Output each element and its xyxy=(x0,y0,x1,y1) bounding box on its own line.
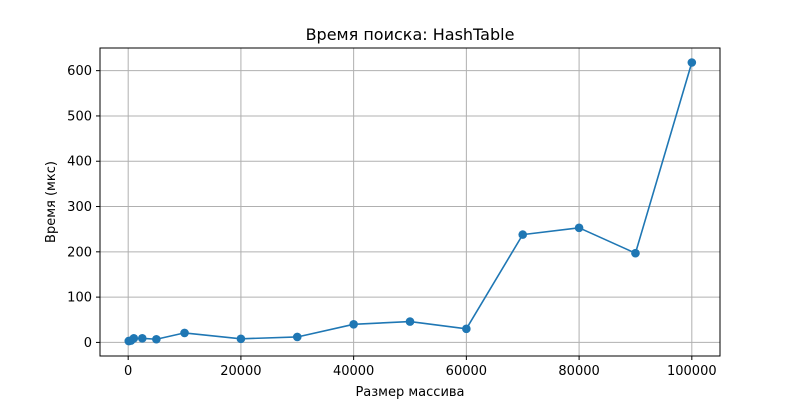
plot-frame xyxy=(99,47,721,357)
data-point xyxy=(137,334,147,343)
data-point xyxy=(574,223,584,233)
grid xyxy=(100,48,720,356)
y-tick-label: 200 xyxy=(67,245,92,260)
data-point xyxy=(405,317,415,326)
data-point xyxy=(129,334,139,343)
data-point xyxy=(349,319,358,329)
x-tick-label: 80000 xyxy=(558,364,599,379)
x-tick-label: 0 xyxy=(124,364,132,379)
data-point xyxy=(236,334,246,344)
data-point xyxy=(462,324,471,334)
data-point xyxy=(152,334,161,344)
data-point xyxy=(292,332,302,342)
ticks: 0 20000 40000 60000 80000 100000 0 100 200 300 400… xyxy=(67,64,716,379)
series-layer xyxy=(124,58,697,346)
y-tick-label: 300 xyxy=(67,200,92,215)
y-axis-label: Время (мкс) xyxy=(44,161,59,243)
y-tick-label: 100 xyxy=(67,291,92,306)
x-tick-label: 40000 xyxy=(333,364,374,379)
x-tick-label: 20000 xyxy=(220,364,261,379)
chart-title: Время поиска: HashTable xyxy=(306,25,515,44)
data-point xyxy=(180,328,189,338)
y-tick-label: 500 xyxy=(67,109,92,124)
y-tick-label: 0 xyxy=(84,336,92,351)
data-point xyxy=(687,58,697,67)
y-tick-label: 400 xyxy=(67,155,92,170)
x-tick-label: 100000 xyxy=(667,364,717,379)
x-tick-label: 60000 xyxy=(446,364,487,379)
data-point xyxy=(518,230,528,239)
y-tick-label: 600 xyxy=(67,64,92,79)
data-point xyxy=(631,248,640,258)
x-axis-label: Размер массива xyxy=(355,385,464,400)
